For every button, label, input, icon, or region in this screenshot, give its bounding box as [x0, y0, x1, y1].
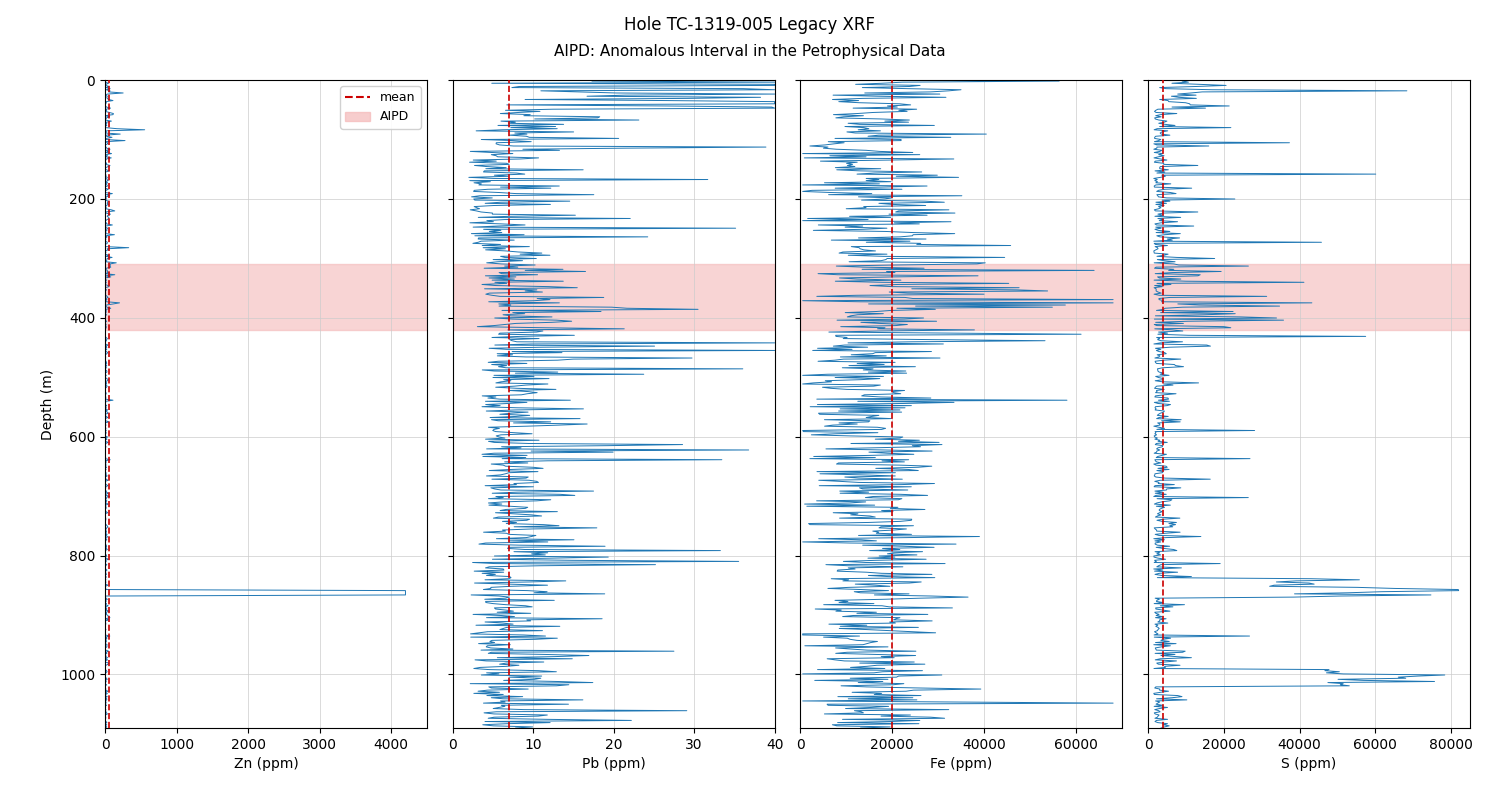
Bar — [105, 264, 427, 330]
X-axis label: Zn (ppm): Zn (ppm) — [234, 758, 298, 771]
X-axis label: S (ppm): S (ppm) — [1281, 758, 1336, 771]
Text: AIPD: Anomalous Interval in the Petrophysical Data: AIPD: Anomalous Interval in the Petrophy… — [554, 44, 946, 59]
Bar — [801, 264, 1122, 330]
Y-axis label: Depth (m): Depth (m) — [40, 369, 54, 439]
Text: Hole TC-1319-005 Legacy XRF: Hole TC-1319-005 Legacy XRF — [624, 16, 876, 34]
Legend: mean, AIPD: mean, AIPD — [340, 86, 420, 129]
Bar — [1148, 264, 1470, 330]
Bar — [453, 264, 774, 330]
X-axis label: Fe (ppm): Fe (ppm) — [930, 758, 993, 771]
X-axis label: Pb (ppm): Pb (ppm) — [582, 758, 645, 771]
